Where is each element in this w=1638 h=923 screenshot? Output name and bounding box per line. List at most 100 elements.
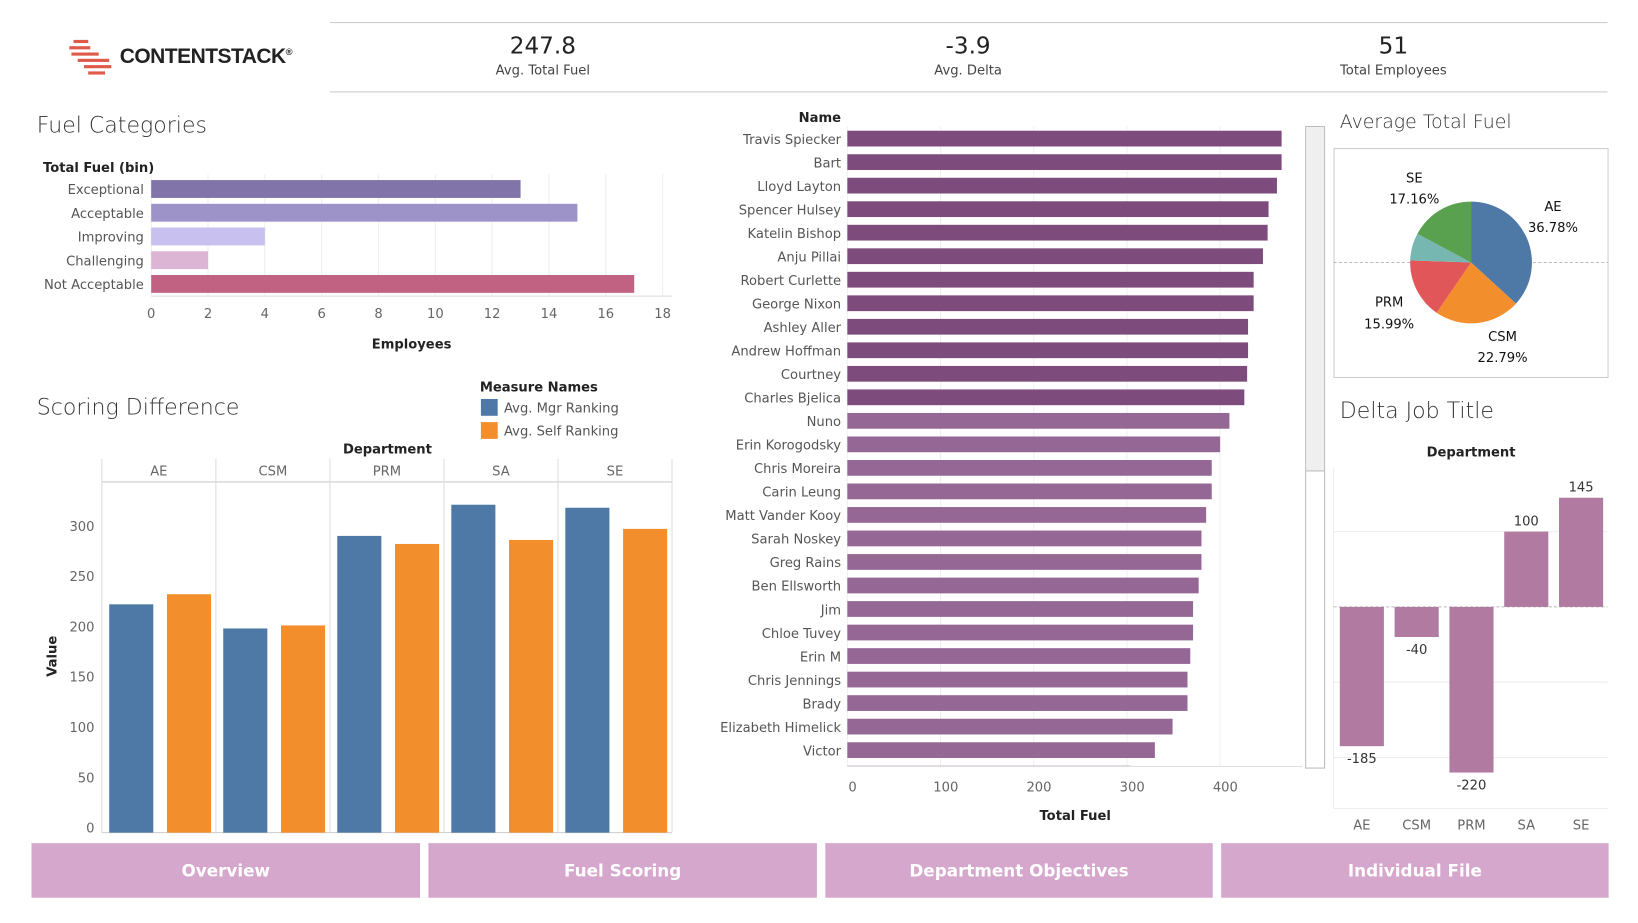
- scrollbar-thumb[interactable]: [1306, 127, 1325, 472]
- legend-label: Avg. Mgr Ranking: [504, 402, 619, 417]
- bar-elizabeth-himelick: [847, 718, 1173, 735]
- bar-sa: [1504, 531, 1549, 607]
- bar-ae-mgr: [109, 604, 154, 833]
- kpi-value: 247.8: [509, 33, 576, 60]
- bar-se-mgr: [565, 507, 610, 833]
- slice-label: CSM: [1488, 330, 1517, 345]
- delta-job-title-title: Delta Job Title: [1339, 397, 1494, 424]
- pie-slice-ae: [1471, 201, 1532, 304]
- data-label: -220: [1457, 778, 1487, 793]
- bar-charles-bjelica: [847, 389, 1245, 406]
- slice-label: AE: [1544, 200, 1561, 215]
- bars-group: Travis Spiecker Bart Lloyd Layton Spencer H…: [720, 130, 1282, 767]
- bar-ashley-aller: [847, 318, 1249, 335]
- name-chart-scrollbar[interactable]: [1305, 125, 1326, 769]
- nav-individual-file-button[interactable]: Individual File: [1221, 843, 1609, 898]
- bar-courtney: [847, 365, 1248, 382]
- bar-matt-vander-kooy: [847, 507, 1207, 523]
- average-total-fuel-pie: AE 36.78% CSM 22.79% PRM 15.99% SE 17.16%: [1333, 148, 1609, 378]
- logo-text: CONTENTSTACK®: [119, 45, 293, 69]
- bar-exceptional: [151, 180, 521, 198]
- bar-chris-moreira: [847, 460, 1212, 476]
- bar-nuno: [847, 412, 1230, 429]
- slice-label: PRM: [1375, 296, 1403, 311]
- bar-erin-m: [847, 648, 1191, 664]
- bar-prm-mgr: [337, 535, 382, 833]
- legend-label: Avg. Self Ranking: [504, 425, 618, 440]
- bar-sa-mgr: [451, 504, 496, 833]
- category-label: Acceptable: [71, 207, 144, 222]
- x-tick-label: 14: [541, 307, 558, 322]
- x-axis-title: Employees: [372, 338, 452, 353]
- x-tick-label: 200: [1026, 781, 1051, 796]
- nav-fuel-scoring-button[interactable]: Fuel Scoring: [428, 843, 817, 898]
- pie-slice-csm: [1436, 262, 1517, 324]
- name-label: Matt Vander Kooy: [725, 509, 841, 524]
- bar-improving: [151, 227, 265, 246]
- bar-csm-mgr: [223, 628, 268, 833]
- x-axis-title: Total Fuel: [1039, 809, 1110, 824]
- fuel-categories-chart: Total Fuel (bin) 0 2 4 6 8 10 12 14 16 18 Exception…: [43, 161, 672, 353]
- category-label: Exceptional: [68, 183, 144, 198]
- name-label: Robert Curlette: [741, 274, 842, 289]
- bar-brady: [847, 695, 1188, 711]
- x-tick-label: AE: [1353, 818, 1370, 833]
- legend-title: Measure Names: [480, 381, 598, 396]
- column-header: Department: [343, 443, 432, 458]
- x-tick-label: 0: [147, 307, 155, 322]
- bar-victor: [847, 742, 1155, 758]
- x-tick-label: 400: [1213, 781, 1238, 796]
- row-header: Name: [799, 111, 841, 126]
- kpi-label: Avg. Total Fuel: [495, 61, 591, 78]
- legend-swatch: [480, 422, 498, 439]
- slice-label: SE: [1406, 172, 1423, 187]
- column-header: Department: [1427, 446, 1516, 461]
- y-tick-label: 250: [69, 570, 94, 585]
- logo-stack-icon: [69, 39, 112, 75]
- name-label: Anju Pillai: [777, 250, 841, 265]
- bar-anju-pillai: [847, 248, 1263, 265]
- bar-robert-curlette: [847, 271, 1254, 288]
- nav-department-objectives-button[interactable]: Department Objectives: [825, 843, 1213, 898]
- slice-percent: 15.99%: [1364, 318, 1414, 333]
- scoring-difference-chart: Measure Names Avg. Mgr Ranking Avg. Self R…: [46, 381, 673, 837]
- kpi-divider-bottom: [329, 91, 1608, 93]
- total-fuel-by-name-chart: Name 0 100 200 300 400 Travis Spiecker Bart Lloy…: [720, 111, 1302, 824]
- category-label: Improving: [78, 231, 144, 246]
- kpi-divider-top: [329, 22, 1608, 24]
- name-label: Andrew Hoffman: [731, 345, 841, 360]
- name-label: Lloyd Layton: [757, 180, 841, 195]
- name-label: Chloe Tuvey: [762, 627, 842, 642]
- kpi-total-employees: 51 Total Employees: [1236, 34, 1551, 78]
- logo-wordmark: CONTENTSTACK: [119, 45, 286, 69]
- bar-erin-korogodsky: [847, 436, 1221, 453]
- kpi-avg-total-fuel: 247.8 Avg. Total Fuel: [385, 34, 700, 78]
- bar-andrew-hoffman: [847, 342, 1249, 359]
- bar-ae: [1339, 606, 1384, 747]
- column-label: AE: [150, 465, 167, 480]
- name-label: Carin Leung: [762, 486, 841, 501]
- column-label: PRM: [373, 465, 401, 480]
- name-label: Chris Moreira: [754, 462, 841, 477]
- name-label: Jim: [820, 603, 841, 618]
- bar-prm: [1449, 606, 1494, 773]
- pie-slice-prm: [1410, 260, 1472, 313]
- name-label: Erin M: [800, 650, 841, 665]
- registered-mark: ®: [285, 46, 293, 58]
- bar-se-self: [623, 528, 668, 833]
- slice-percent: 22.79%: [1478, 351, 1528, 366]
- bar-not-acceptable: [151, 274, 635, 293]
- fuel-categories-title: Fuel Categories: [36, 112, 207, 138]
- name-label: Elizabeth Himelick: [720, 721, 841, 736]
- x-tick-label: 10: [427, 307, 444, 322]
- scoring-difference-title: Scoring Difference: [36, 394, 240, 420]
- nav-overview-button[interactable]: Overview: [31, 843, 420, 898]
- kpi-value: -3.9: [945, 33, 991, 60]
- x-tick-label: 18: [654, 307, 671, 322]
- x-tick-label: 100: [933, 781, 958, 796]
- bar-ae-self: [166, 594, 212, 833]
- y-tick-label: 100: [69, 721, 94, 736]
- data-label: -185: [1347, 752, 1377, 767]
- name-label: Chris Jennings: [748, 674, 841, 689]
- bar-greg-rains: [847, 554, 1202, 570]
